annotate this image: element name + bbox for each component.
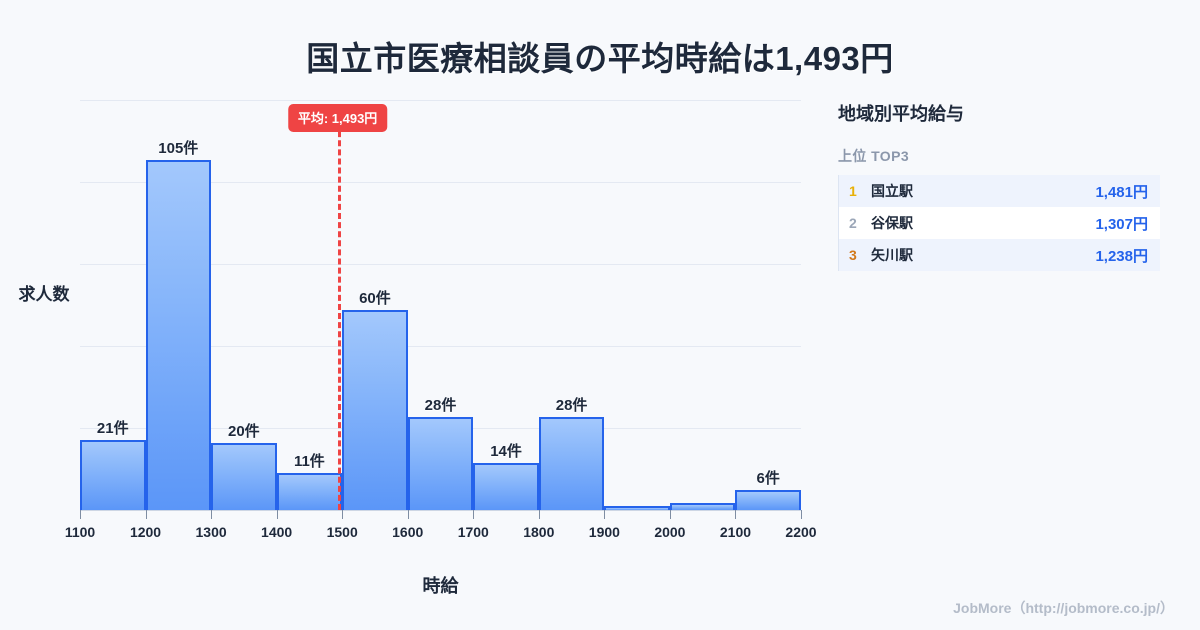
axis-tick (145, 510, 147, 519)
axis-tick (473, 510, 475, 519)
rank-wage-value: 1,238円 (1095, 247, 1148, 265)
x-tick-label: 2200 (785, 524, 817, 540)
axis-tick (211, 510, 213, 519)
axis-tick (735, 510, 737, 519)
x-tick-label: 1400 (261, 524, 293, 540)
axis-tick (276, 510, 278, 519)
x-tick-label: 2100 (719, 524, 752, 540)
bar-value-label: 28件 (555, 396, 588, 414)
rank-table: 1 国立駅 1,481円 2 谷保駅 1,307円 3 矢川駅 1,238円 (838, 175, 1160, 271)
bar (407, 416, 474, 510)
axis-tick (669, 510, 671, 519)
regional-average-panel: 地域別平均給与 上位 TOP3 1 国立駅 1,481円 2 谷保駅 1,307円 3 矢川駅… (838, 100, 1168, 271)
bar (473, 463, 539, 510)
rank-row[interactable]: 3 矢川駅 1,238円 (839, 239, 1160, 271)
x-tick-label: 1200 (129, 524, 162, 540)
x-tick-label: 2000 (654, 524, 686, 540)
x-tick-label: 1600 (392, 524, 424, 540)
sidebar-title: 地域別平均給与 (838, 104, 964, 124)
x-tick-label: 1900 (588, 524, 620, 540)
bar (145, 160, 212, 510)
x-tick-label: 1500 (326, 524, 358, 540)
axis-tick (801, 510, 802, 519)
rank-number: 3 (849, 247, 857, 263)
rank-station-name: 国立駅 (871, 183, 913, 199)
gridline (80, 346, 801, 347)
x-axis-title: 時給 (422, 576, 459, 596)
rank-wage-value: 1,307円 (1095, 215, 1148, 233)
bar-value-label: 14件 (490, 443, 522, 461)
axis-tick (538, 510, 540, 519)
rank-row[interactable]: 2 谷保駅 1,307円 (839, 207, 1160, 239)
bar-value-label: 105件 (158, 140, 199, 157)
bar (211, 443, 277, 510)
bar-value-label: 28件 (424, 396, 457, 414)
x-tick-label: 1300 (195, 524, 227, 540)
rank-number: 1 (849, 183, 857, 199)
gridline (80, 100, 801, 101)
bar-value-label: 60件 (359, 290, 391, 307)
rank-wage-value: 1,481円 (1095, 183, 1148, 201)
bar (735, 490, 801, 510)
x-tick-label: 1700 (457, 524, 489, 540)
bar (342, 310, 408, 510)
page-title: 国立市医療相談員の平均時給は1,493円 (306, 40, 894, 77)
axis-tick (80, 510, 81, 519)
rank-station-name: 谷保駅 (871, 215, 913, 231)
bar (276, 473, 343, 510)
bar-value-label: 20件 (228, 423, 260, 441)
bar-value-label: 6件 (756, 470, 780, 487)
histogram-chart: 1100 1200 1300 1400 1500 1600 1700 1800 1900 2000… (18, 100, 817, 596)
gridline (80, 264, 801, 265)
rank-number: 2 (849, 215, 857, 231)
bar (538, 416, 605, 510)
x-tick-label: 1800 (523, 524, 555, 540)
rank-row[interactable]: 1 国立駅 1,481円 (839, 175, 1160, 207)
y-axis-title: 求人数 (18, 285, 70, 304)
average-badge: 平均: 1,493円 (287, 104, 388, 132)
x-tick-label: 1100 (64, 524, 96, 540)
axis-tick (604, 510, 606, 519)
axis-tick (342, 510, 344, 519)
gridline (80, 182, 801, 183)
bar-series (80, 100, 801, 510)
bar-value-label: 21件 (96, 420, 129, 437)
sidebar-subtitle: 上位 TOP3 (838, 148, 910, 164)
watermark-credit: JobMore（http://jobmore.co.jp/） (953, 600, 1174, 616)
bar (604, 506, 670, 510)
average-line (337, 113, 341, 510)
axis-tick (407, 510, 409, 519)
bar-value-label: 11件 (293, 453, 325, 471)
rank-station-name: 矢川駅 (871, 247, 913, 263)
bar (669, 503, 736, 510)
x-axis-line (80, 510, 801, 511)
bar (80, 440, 146, 510)
